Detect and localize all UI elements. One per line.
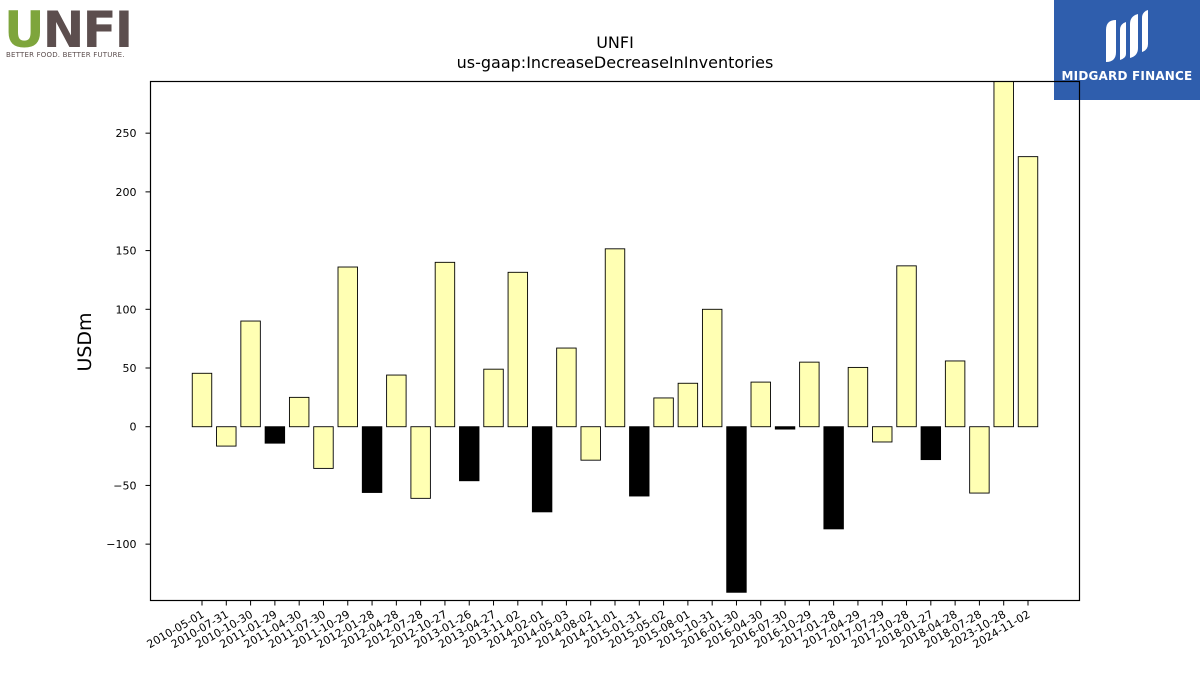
- unfi-logo-wordmark: UNFI: [4, 1, 133, 59]
- y-tick-label: 100: [116, 303, 137, 316]
- chart-title: UNFI: [596, 33, 634, 52]
- midgard-finance-logo: MIDGARD FINANCE: [1054, 0, 1200, 100]
- x-axis: 2010-05-012010-07-312010-10-302011-01-29…: [145, 600, 1033, 651]
- bar-2017-10-28: [896, 265, 917, 428]
- y-tick-label: 250: [116, 127, 137, 140]
- bar-2018-01-27: [920, 426, 942, 461]
- bar-2015-08-01: [677, 382, 699, 428]
- bar-2013-01-26: [459, 426, 480, 482]
- bar-2016-07-30: [774, 426, 796, 430]
- bar-2012-07-28: [410, 426, 431, 499]
- bar-2017-01-28: [823, 426, 844, 530]
- bars-layer: [191, 81, 1039, 593]
- y-tick-label: 0: [130, 421, 137, 434]
- y-axis-label: USDm: [74, 312, 96, 371]
- bar-2013-11-02: [507, 271, 529, 428]
- y-axis: −100 −50 0 50 100 150 200 250: [106, 127, 151, 551]
- bar-2015-10-31: [701, 308, 723, 428]
- unfi-logo: UNFI BETTER FOOD. BETTER FUTURE.: [4, 2, 134, 64]
- bar-2013-04-27: [483, 368, 504, 428]
- y-tick-label: 50: [123, 362, 137, 375]
- plot-frame: [149, 80, 1081, 602]
- bar-2010-05-01: [191, 372, 213, 428]
- bar-2011-04-30: [288, 396, 310, 428]
- midgard-finance-logo-mark: [1106, 10, 1148, 62]
- y-tick-label: −50: [113, 479, 136, 492]
- bar-2016-04-30: [750, 381, 771, 428]
- bar-2017-07-29: [872, 426, 893, 443]
- bar-2023-10-28: [993, 81, 1014, 428]
- unfi-logo-tagline: BETTER FOOD. BETTER FUTURE.: [6, 51, 125, 59]
- bar-2017-04-29: [847, 366, 869, 428]
- y-tick-label: −100: [106, 538, 136, 551]
- midgard-finance-logo-name: MIDGARD FINANCE: [1061, 69, 1193, 83]
- bar-2010-10-30: [240, 320, 261, 428]
- bar-2012-10-27: [434, 261, 456, 428]
- bar-2014-08-02: [580, 426, 601, 461]
- bar-2014-05-03: [556, 347, 577, 428]
- bar-2012-01-28: [361, 426, 383, 493]
- bar-2015-05-02: [653, 397, 674, 428]
- y-tick-label: 200: [116, 186, 137, 199]
- bar-2012-04-28: [386, 374, 407, 428]
- bar-2015-01-31: [629, 426, 650, 497]
- bar-2011-01-29: [264, 426, 286, 444]
- bar-2014-02-01: [531, 426, 553, 513]
- bar-2014-11-01: [604, 248, 626, 428]
- chart-subtitle: us-gaap:IncreaseDecreaseInInventories: [457, 53, 774, 72]
- bar-2011-07-30: [313, 426, 334, 469]
- bar-2010-07-31: [216, 426, 237, 447]
- bar-2016-10-29: [799, 361, 820, 428]
- bar-2016-01-30: [726, 426, 747, 593]
- bar-2018-07-28: [969, 426, 990, 494]
- bar-2018-04-28: [944, 360, 966, 428]
- y-tick-label: 150: [116, 245, 137, 258]
- bar-2011-10-29: [337, 266, 358, 428]
- bar-2024-11-02: [1017, 156, 1039, 428]
